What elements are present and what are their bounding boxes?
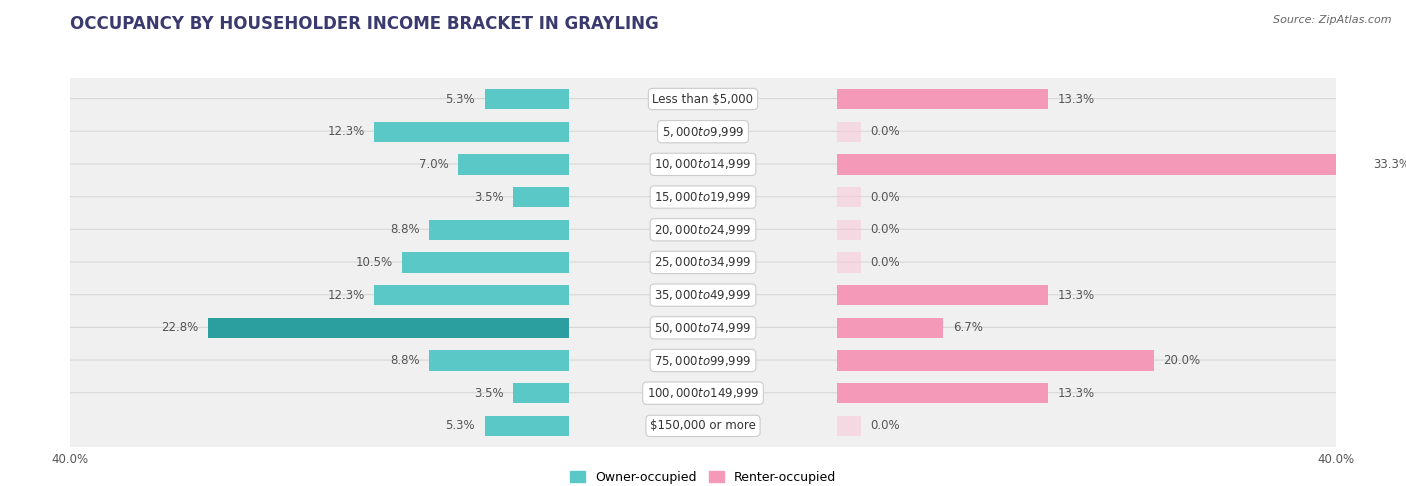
FancyBboxPatch shape (58, 197, 1348, 263)
Bar (838, 187, 860, 207)
Text: 22.8%: 22.8% (162, 321, 198, 334)
Text: $20,000 to $24,999: $20,000 to $24,999 (654, 223, 752, 237)
FancyBboxPatch shape (58, 131, 1348, 197)
Text: 33.3%: 33.3% (1374, 158, 1406, 171)
Text: 10.5%: 10.5% (356, 256, 392, 269)
Text: 5.3%: 5.3% (446, 419, 475, 433)
FancyBboxPatch shape (58, 393, 1348, 459)
FancyBboxPatch shape (58, 99, 1348, 165)
Text: 12.3%: 12.3% (328, 289, 364, 302)
Text: $25,000 to $34,999: $25,000 to $34,999 (654, 256, 752, 269)
Text: 8.8%: 8.8% (391, 223, 420, 236)
Text: 0.0%: 0.0% (870, 125, 900, 138)
Bar (208, 318, 568, 338)
FancyBboxPatch shape (58, 262, 1348, 328)
Bar (838, 89, 1047, 109)
Legend: Owner-occupied, Renter-occupied: Owner-occupied, Renter-occupied (565, 466, 841, 486)
Bar (838, 383, 1047, 403)
Bar (838, 122, 860, 142)
Text: $35,000 to $49,999: $35,000 to $49,999 (654, 288, 752, 302)
Text: 3.5%: 3.5% (474, 191, 503, 204)
Text: 7.0%: 7.0% (419, 158, 449, 171)
Text: 8.8%: 8.8% (391, 354, 420, 367)
Text: $5,000 to $9,999: $5,000 to $9,999 (662, 125, 744, 139)
Text: 0.0%: 0.0% (870, 256, 900, 269)
Text: Less than $5,000: Less than $5,000 (652, 92, 754, 105)
Bar (838, 252, 860, 273)
Bar (838, 350, 1154, 371)
FancyBboxPatch shape (58, 295, 1348, 361)
Text: $10,000 to $14,999: $10,000 to $14,999 (654, 157, 752, 172)
Text: 0.0%: 0.0% (870, 191, 900, 204)
Text: $75,000 to $99,999: $75,000 to $99,999 (654, 353, 752, 367)
FancyBboxPatch shape (58, 229, 1348, 295)
Bar (838, 154, 1364, 174)
FancyBboxPatch shape (58, 328, 1348, 394)
Text: 0.0%: 0.0% (870, 223, 900, 236)
Bar (513, 187, 568, 207)
Bar (838, 318, 943, 338)
Bar (838, 285, 1047, 305)
FancyBboxPatch shape (58, 360, 1348, 426)
Text: $100,000 to $149,999: $100,000 to $149,999 (647, 386, 759, 400)
Text: $150,000 or more: $150,000 or more (650, 419, 756, 433)
Bar (374, 285, 568, 305)
Text: 13.3%: 13.3% (1057, 92, 1094, 105)
Bar (374, 122, 568, 142)
Text: $15,000 to $19,999: $15,000 to $19,999 (654, 190, 752, 204)
Text: 12.3%: 12.3% (328, 125, 364, 138)
Bar (513, 383, 568, 403)
FancyBboxPatch shape (58, 66, 1348, 132)
Bar (429, 220, 568, 240)
Text: 20.0%: 20.0% (1163, 354, 1201, 367)
Text: OCCUPANCY BY HOUSEHOLDER INCOME BRACKET IN GRAYLING: OCCUPANCY BY HOUSEHOLDER INCOME BRACKET … (70, 15, 659, 33)
Text: Source: ZipAtlas.com: Source: ZipAtlas.com (1274, 15, 1392, 25)
Text: 13.3%: 13.3% (1057, 387, 1094, 399)
Text: 0.0%: 0.0% (870, 419, 900, 433)
Text: 3.5%: 3.5% (474, 387, 503, 399)
Text: 13.3%: 13.3% (1057, 289, 1094, 302)
Text: $50,000 to $74,999: $50,000 to $74,999 (654, 321, 752, 335)
Text: 6.7%: 6.7% (953, 321, 983, 334)
Bar (458, 154, 568, 174)
Bar (485, 89, 568, 109)
Text: 5.3%: 5.3% (446, 92, 475, 105)
Bar (402, 252, 568, 273)
FancyBboxPatch shape (58, 164, 1348, 230)
Bar (838, 416, 860, 436)
Bar (838, 220, 860, 240)
Bar (429, 350, 568, 371)
Bar (485, 416, 568, 436)
